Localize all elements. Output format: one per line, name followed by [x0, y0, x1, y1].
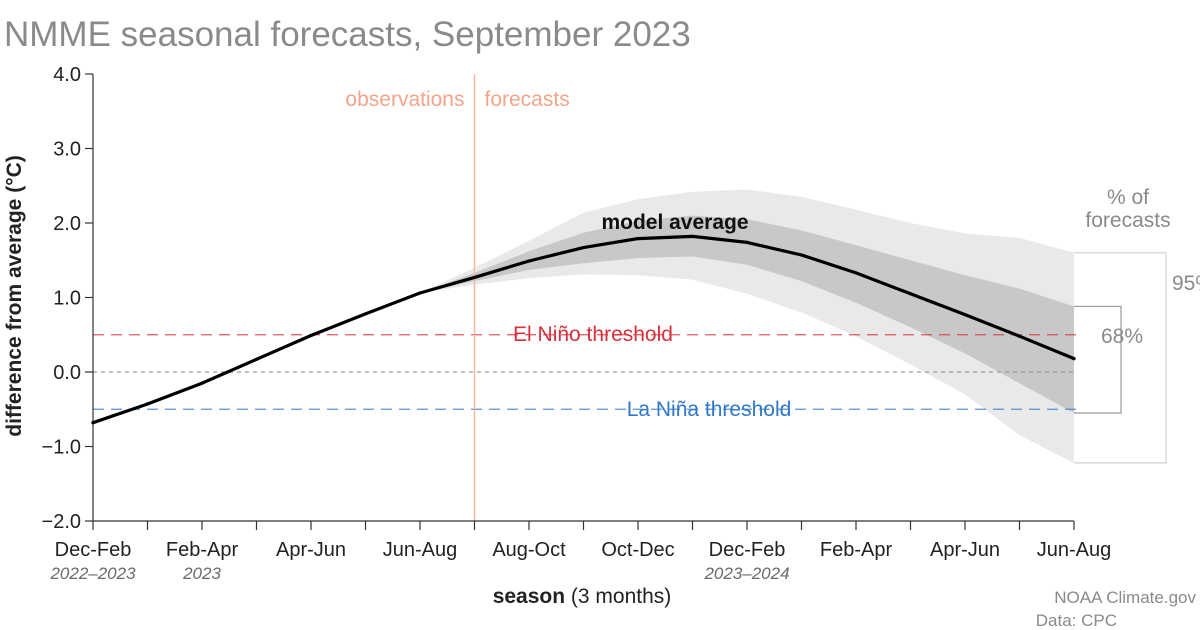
forecast-bands: [420, 189, 1074, 463]
reference-lines: [93, 74, 1076, 521]
x-tick-sublabel: 2022–2023: [49, 564, 136, 583]
x-tick-label: Apr-Jun: [930, 539, 1000, 561]
legend-68-label: 68%: [1101, 325, 1143, 348]
x-tick-label: Jun-Aug: [383, 539, 458, 561]
model-average-point: [145, 402, 150, 406]
model-average-point: [200, 381, 204, 385]
credit-line-1: NOAA Climate.gov: [1054, 588, 1196, 607]
y-tick-label: 1.0: [53, 288, 81, 310]
x-tick-label: Dec-Feb: [709, 539, 786, 561]
chart-title: NMME seasonal forecasts, September 2023: [4, 15, 691, 54]
model-average-point: [1017, 334, 1022, 338]
series-layer: [91, 234, 1076, 425]
x-tick-sublabel: 2023: [182, 564, 221, 583]
x-tick-label: Feb-Apr: [166, 539, 239, 561]
y-tick-label: 4.0: [53, 64, 81, 86]
model-average-point: [636, 237, 640, 241]
x-tick-label: Jun-Aug: [1037, 539, 1112, 561]
x-tick-sublabel: 2023–2024: [703, 564, 789, 583]
model-average-point: [908, 292, 913, 296]
credit-line-2: Data: CPC: [1036, 611, 1117, 630]
model-average-point: [581, 245, 586, 250]
legend-title-line-2: forecasts: [1085, 209, 1170, 232]
x-tick-label: Aug-Oct: [492, 539, 566, 561]
annotations: observations forecasts model average El Niñ…: [345, 88, 1200, 464]
la-nina-label: La Niña threshold: [627, 398, 792, 421]
y-tick-label: 0.0: [53, 362, 81, 384]
y-tick-label: −2.0: [42, 511, 81, 533]
model-average-point: [309, 333, 313, 338]
band-68: [420, 215, 1074, 413]
legend-95-label: 95%: [1172, 272, 1200, 295]
y-tick-label: 3.0: [53, 139, 81, 161]
bracket-68: [1074, 305, 1122, 414]
model-average-point: [799, 253, 804, 257]
x-tick-label: Dec-Feb: [55, 539, 132, 561]
x-tick-label: Oct-Dec: [601, 539, 674, 561]
model-average-point: [854, 271, 858, 275]
model-average-point: [745, 240, 749, 244]
y-axis-label: difference from average (°C): [3, 155, 26, 436]
legend-title-line-1: % of: [1107, 186, 1149, 209]
axes: −2.0 −1.0 0.0 1.0 2.0 3.0 4.0 Dec-Feb 2022–2023 F…: [42, 64, 1112, 583]
y-tick-label: 2.0: [53, 213, 81, 235]
x-axis-label: season (3 months): [493, 585, 672, 608]
model-average-point: [91, 421, 95, 425]
model-average-point: [963, 313, 967, 317]
model-average-point: [527, 259, 531, 263]
x-axis-label-bold: season: [493, 585, 565, 608]
model-average-label: model average: [601, 211, 748, 234]
x-axis-label-rest: (3 months): [571, 585, 671, 608]
el-nino-label: El Niño threshold: [513, 323, 673, 346]
model-average-point: [418, 291, 422, 295]
model-average-point: [254, 357, 259, 361]
x-tick-label: Feb-Apr: [820, 539, 893, 561]
bracket-95: [1074, 252, 1167, 464]
model-average-point: [363, 312, 368, 316]
forecasts-label: forecasts: [485, 88, 570, 111]
observations-label: observations: [345, 88, 464, 111]
model-average-point: [472, 275, 477, 279]
y-tick-label: −1.0: [42, 437, 81, 459]
model-average-point: [1072, 356, 1076, 361]
x-tick-label: Apr-Jun: [276, 539, 346, 561]
model-average-point: [690, 234, 695, 239]
